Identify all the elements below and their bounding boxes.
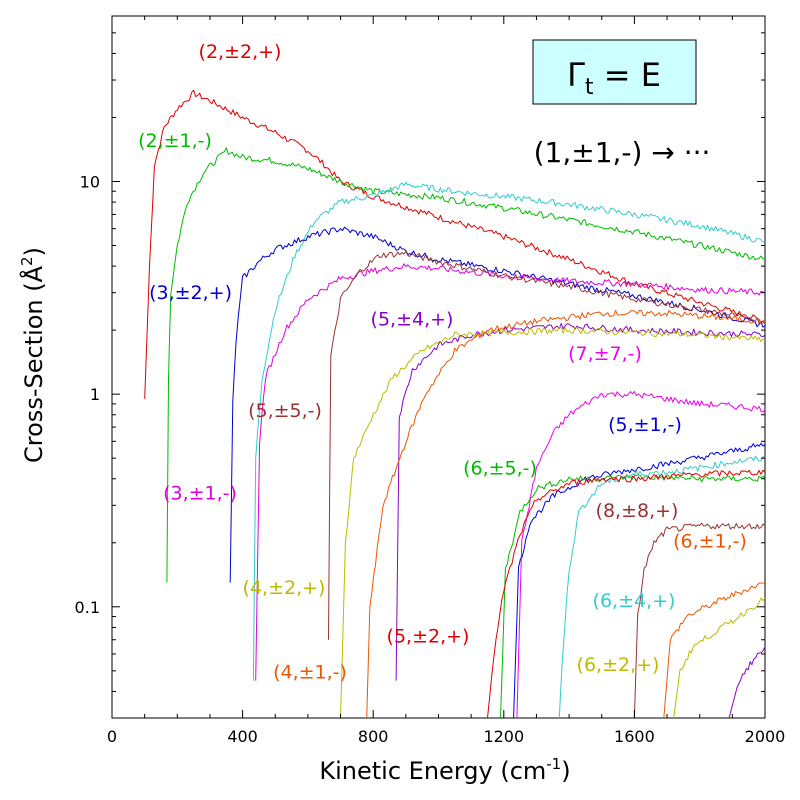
y-axis-ticks: 0.1 1 10 (75, 32, 765, 692)
series-label: (3,±2,+) (149, 282, 232, 304)
series-curve (166, 147, 766, 583)
series-curve (728, 646, 766, 719)
x-axis-ticks: 0 400 800 1200 1600 2000 (107, 16, 785, 746)
y-axis-label: Cross-Section (Å2) (18, 247, 48, 463)
series-label: (2,±1,-) (138, 130, 212, 152)
series-curve (366, 309, 766, 719)
series-label: (6,±1,-) (673, 531, 747, 553)
series-label: (6,±4,+) (593, 590, 676, 612)
series-curve (558, 455, 766, 719)
y-tick-label: 10 (80, 172, 100, 191)
series-curve (633, 522, 766, 719)
x-tick-label: 0 (107, 727, 117, 746)
series-label: (5,±2,+) (387, 625, 470, 647)
gamma-title-box (532, 39, 697, 105)
series-label: (5,±1,-) (608, 414, 682, 436)
x-tick-label: 400 (227, 727, 258, 746)
plot-frame (111, 15, 766, 719)
series-label: (7,±7,-) (568, 343, 642, 365)
series-labels: (2,±2,+)(2,±1,-)(4,±4,+)(3,±2,+)(3,±1,-)… (138, 41, 747, 684)
transition-label: (1,±1,-) → ··· (534, 136, 711, 169)
x-tick-label: 800 (358, 727, 389, 746)
x-tick-label: 2000 (745, 727, 786, 746)
series-curve (328, 250, 766, 640)
series-label: (6,±2,+) (577, 654, 660, 676)
series-curve (516, 391, 766, 719)
series-label: (2,±2,+) (199, 41, 282, 63)
y-tick-label: 0.1 (75, 598, 100, 617)
series-curve (663, 582, 766, 719)
series-label: (8,±8,+) (596, 500, 679, 522)
series-curve (487, 469, 766, 719)
series-label: (3,±1,-) (163, 482, 237, 504)
series-curve (513, 442, 766, 719)
y-tick-label: 1 (90, 385, 100, 404)
x-tick-label: 1600 (614, 727, 655, 746)
x-tick-label: 1200 (483, 727, 524, 746)
series-curve (673, 597, 766, 719)
series-label: (5,±4,+) (371, 309, 454, 331)
gamma-title: Γt = E (567, 56, 661, 100)
series-label: (6,±5,-) (463, 457, 537, 479)
series-curve (340, 326, 766, 719)
series-label: (5,±5,-) (248, 400, 322, 422)
series-label: (4,±2,+) (243, 577, 326, 599)
x-axis-label: Kinetic Energy (cm-1) (319, 755, 570, 785)
series-label: (4,±1,-) (273, 662, 347, 684)
series-curves (144, 89, 766, 719)
series-curve (252, 181, 766, 681)
series-curve (144, 89, 766, 399)
